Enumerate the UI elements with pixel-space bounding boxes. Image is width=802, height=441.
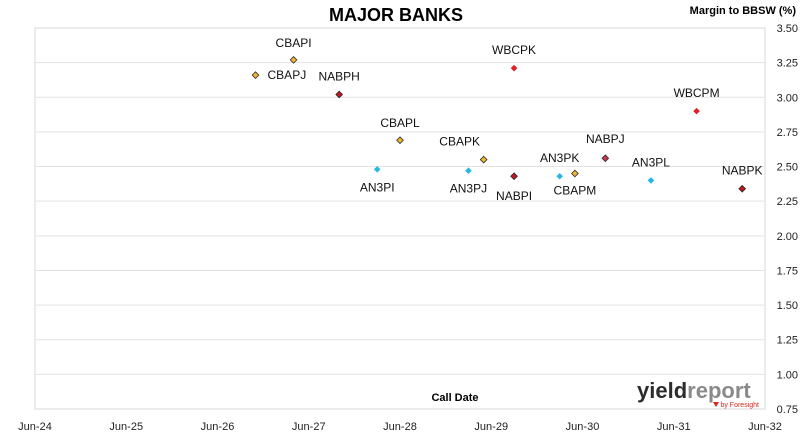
x-tick-label: Jun-27 xyxy=(292,421,326,433)
data-point-marker xyxy=(465,167,472,175)
data-point-label: CBAPK xyxy=(439,135,480,149)
data-point-label: CBAPJ xyxy=(268,68,307,82)
logo-accent-mark xyxy=(713,402,719,407)
data-point-label: WBCPK xyxy=(492,43,536,57)
data-point-label: CBAPM xyxy=(554,183,597,197)
chart-title: MAJOR BANKS xyxy=(329,5,463,25)
y-tick-label: 1.25 xyxy=(777,335,798,347)
y-tick-label: 1.75 xyxy=(777,265,798,277)
x-tick-label: Jun-24 xyxy=(18,421,52,433)
data-point-label: WBCPM xyxy=(674,86,720,100)
data-points: CBAPJ CBAPI NABPH AN3PI CBAPL AN3PJ CBAPK WBCPK… xyxy=(251,36,763,203)
svg-text:yieldreport: yieldreport xyxy=(637,378,751,403)
data-point-marker xyxy=(289,55,298,64)
x-axis-title: Call Date xyxy=(431,392,478,404)
logo-text-yield: yield xyxy=(637,378,687,403)
y-tick-label: 2.00 xyxy=(777,231,798,243)
data-point-marker xyxy=(571,169,579,178)
data-point-label: NABPH xyxy=(318,70,359,84)
data-point-label: AN3PI xyxy=(360,180,395,194)
y-tick-labels: 0.75 1.00 1.25 1.50 1.75 2.00 2.25 2.50 2.75 3.00… xyxy=(777,23,798,416)
y-tick-label: 2.75 xyxy=(777,127,798,139)
y-tick-label: 1.50 xyxy=(777,300,798,312)
data-point-marker xyxy=(601,154,610,163)
y-tick-label: 3.00 xyxy=(777,92,798,104)
yieldreport-logo: yieldreport by Foresight xyxy=(637,378,759,409)
data-point-marker xyxy=(693,107,700,115)
y-tick-label: 3.50 xyxy=(777,23,798,35)
data-point-marker xyxy=(510,172,518,181)
data-point-marker xyxy=(556,172,563,180)
data-point-marker xyxy=(396,136,404,145)
logo-text-report: report xyxy=(687,378,751,403)
data-point-label: AN3PL xyxy=(632,155,670,169)
data-point-label: NABPI xyxy=(496,189,532,203)
data-point-marker xyxy=(335,90,344,99)
y-tick-label: 1.00 xyxy=(777,369,798,381)
y-tick-label: 3.25 xyxy=(777,58,798,70)
data-point-marker xyxy=(647,177,655,184)
x-tick-label: Jun-25 xyxy=(109,421,143,433)
y-tick-label: 2.50 xyxy=(777,162,798,174)
y-tick-label: 0.75 xyxy=(777,404,798,416)
data-point-marker xyxy=(373,166,381,173)
y-axis-title: Margin to BBSW (%) xyxy=(690,5,797,17)
data-point-label: AN3PJ xyxy=(450,182,487,196)
x-tick-label: Jun-29 xyxy=(474,421,508,433)
data-point-label: NABPJ xyxy=(586,132,625,146)
data-point-marker xyxy=(738,184,747,193)
gridlines xyxy=(35,27,765,410)
x-tick-labels: Jun-24 Jun-25 Jun-26 Jun-27 Jun-28 Jun-29 Jun-… xyxy=(18,421,782,433)
y-tick-label: 2.25 xyxy=(777,196,798,208)
x-tick-label: Jun-31 xyxy=(657,421,691,433)
plot-frame xyxy=(34,27,766,410)
data-point-marker xyxy=(251,71,260,79)
x-tick-label: Jun-30 xyxy=(566,421,600,433)
data-point-marker xyxy=(510,64,518,72)
x-tick-label: Jun-28 xyxy=(383,421,417,433)
data-point-label: CBAPL xyxy=(380,116,420,130)
data-point-label: NABPK xyxy=(722,164,763,178)
data-point-label: AN3PK xyxy=(540,151,579,165)
x-tick-label: Jun-26 xyxy=(201,421,235,433)
data-point-marker xyxy=(479,155,488,164)
data-point-label: CBAPI xyxy=(276,36,312,50)
x-tick-label: Jun-32 xyxy=(748,421,782,433)
logo-subtitle: by Foresight xyxy=(720,402,759,409)
